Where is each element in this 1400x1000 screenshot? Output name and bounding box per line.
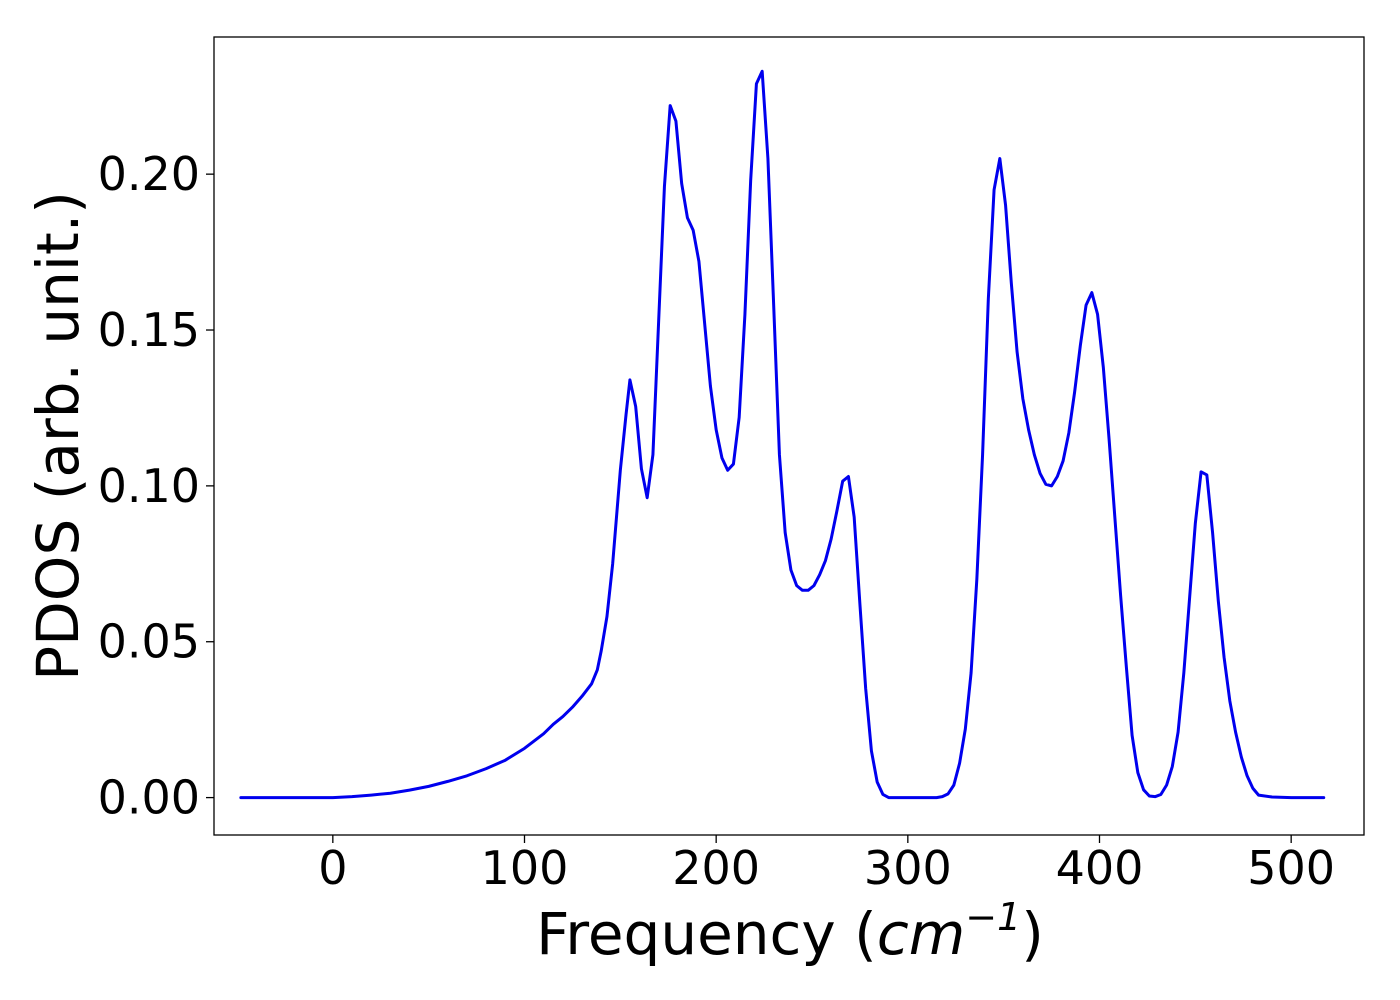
y-axis-ticks: 0.00 0.05 0.10 0.15 0.20 [98,147,214,825]
y-tick-label: 0.05 [98,615,200,669]
y-tick-label: 0.00 [98,771,200,825]
plot-area [213,36,1365,836]
y-tick-label: 0.20 [98,147,200,201]
x-axis-unit-close-paren: ) [1021,900,1044,968]
x-axis-unit-exponent: −1 [965,895,1021,939]
x-tick-label: 400 [1056,841,1144,895]
series-line-pdos [239,69,1326,800]
x-tick-label: 500 [1247,841,1335,895]
y-tick-label: 0.10 [98,459,200,513]
x-axis-unit-open-paren: ( [836,900,877,968]
x-tick-label: 300 [864,841,952,895]
x-axis-unit-base: cm [877,900,965,968]
plot-frame [213,36,1365,836]
x-axis-ticks: 0 100 200 300 400 500 [318,835,1335,895]
y-tick-label: 0.15 [98,303,200,357]
x-tick-label: 100 [481,841,569,895]
x-tick-label: 200 [672,841,760,895]
x-tick-label: 0 [318,841,347,895]
x-axis-label: Frequency (cm−1) [536,895,1044,968]
y-axis-label: PDOS (arb. unit.) [24,191,92,681]
x-axis-label-text: Frequency [536,900,836,968]
